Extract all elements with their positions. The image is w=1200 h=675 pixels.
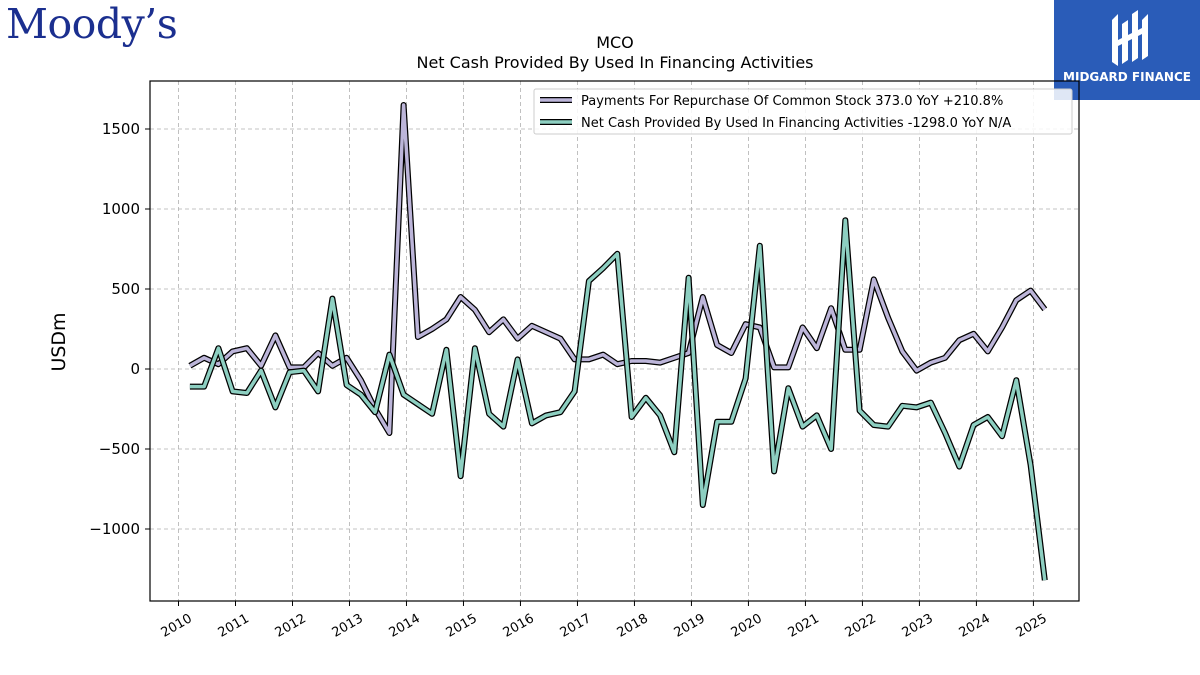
x-tick-label: 2015 (444, 611, 480, 641)
midgard-logo-text: MIDGARD FINANCE (1063, 70, 1191, 84)
y-tick-label: 1500 (102, 120, 140, 138)
legend-label-repurchase: Payments For Repurchase Of Common Stock … (581, 94, 1003, 109)
x-tick-label: 2016 (501, 611, 537, 641)
x-tick-label: 2014 (387, 611, 423, 641)
x-axis-ticks: 2010 2011 2012 2013 2014 2015 2016 2017 2018 2019… (159, 601, 1050, 641)
x-tick-label: 2010 (159, 611, 195, 641)
x-tick-label: 2021 (786, 611, 822, 641)
legend-label-financing: Net Cash Provided By Used In Financing A… (581, 116, 1011, 131)
chart-subtitle: Net Cash Provided By Used In Financing A… (416, 53, 813, 72)
series-line-1 (189, 218, 1047, 581)
y-tick-label: −500 (99, 440, 140, 458)
legend: Payments For Repurchase Of Common Stock … (533, 88, 1073, 135)
x-tick-label: 2018 (615, 611, 651, 641)
x-tick-label: 2019 (672, 611, 708, 641)
y-tick-label: 0 (130, 360, 140, 378)
midgard-finance-logo: MIDGARD FINANCE (1054, 0, 1200, 100)
x-tick-label: 2013 (330, 611, 366, 641)
y-tick-label: 500 (111, 280, 140, 298)
x-tick-label: 2017 (558, 611, 594, 641)
legend-box (533, 88, 1073, 135)
x-tick-label: 2023 (900, 611, 936, 641)
x-tick-label: 2025 (1014, 611, 1050, 641)
y-axis-ticks: −1000 −500 0 500 1000 1500 (89, 120, 150, 538)
x-tick-label: 2012 (273, 611, 309, 641)
x-tick-label: 2011 (216, 611, 252, 641)
series-lines (188, 102, 1048, 581)
x-tick-label: 2020 (729, 611, 765, 641)
series-line-0 (189, 103, 1047, 435)
moodys-logo: Moody’s (6, 0, 178, 48)
y-axis-label: USDm (48, 312, 70, 371)
x-tick-label: 2022 (843, 611, 879, 641)
plot-frame (149, 80, 1080, 602)
y-tick-label: 1000 (102, 200, 140, 218)
grid-lines (150, 81, 1079, 601)
x-tick-label: 2024 (957, 611, 993, 641)
chart-title: MCO (596, 33, 634, 52)
y-tick-label: −1000 (89, 520, 140, 538)
midgard-emblem-icon (1112, 10, 1148, 66)
